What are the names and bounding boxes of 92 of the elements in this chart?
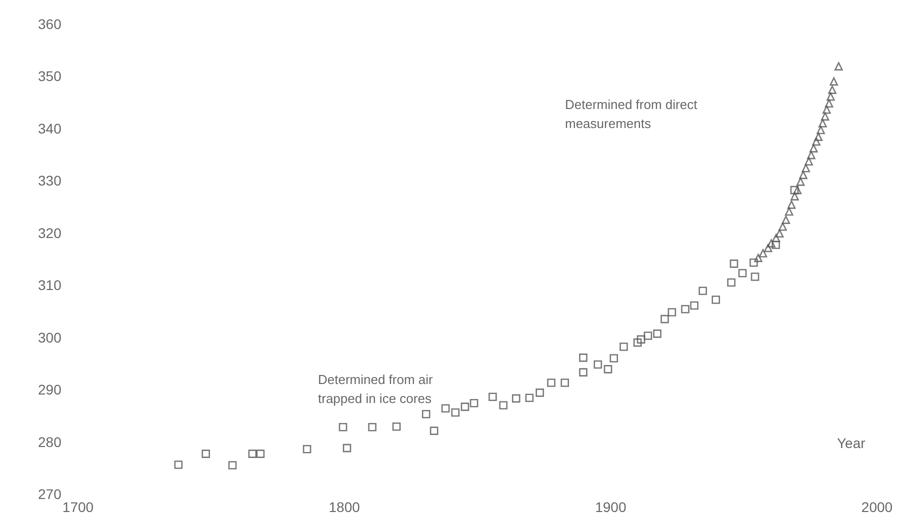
point <box>302 444 312 454</box>
point <box>712 296 720 304</box>
point <box>690 301 698 310</box>
y-tick-label: 320 <box>38 224 62 241</box>
point <box>796 178 805 186</box>
point <box>772 234 780 242</box>
y-tick-label: 360 <box>38 16 62 32</box>
y-tick-label: 300 <box>38 329 62 346</box>
point <box>451 408 460 417</box>
point <box>814 132 823 141</box>
x-tick-label: 2000 <box>861 499 893 515</box>
point <box>604 365 612 374</box>
point <box>799 170 808 180</box>
point <box>430 426 438 435</box>
point <box>422 410 430 418</box>
point <box>620 342 628 351</box>
point <box>174 460 183 469</box>
annotation: Determined from direct measurements <box>565 97 698 131</box>
point <box>653 330 662 338</box>
point <box>750 272 760 281</box>
point <box>830 77 838 86</box>
point <box>775 229 784 238</box>
point <box>660 314 669 324</box>
y-tick-label: 270 <box>38 486 62 502</box>
point <box>470 398 478 408</box>
point <box>802 164 810 172</box>
point <box>727 278 736 287</box>
point <box>784 207 794 216</box>
point <box>767 239 776 248</box>
point <box>812 137 820 146</box>
point <box>342 444 352 452</box>
y-tick-label: 280 <box>38 434 62 450</box>
point <box>512 394 520 403</box>
y-tick-label: 310 <box>38 277 62 294</box>
point <box>228 461 237 470</box>
y-tick-label: 290 <box>38 382 62 398</box>
y-tick-label: 330 <box>38 172 62 189</box>
point <box>636 335 646 344</box>
y-tick-label: 340 <box>38 120 62 136</box>
point <box>782 216 790 224</box>
point <box>536 388 544 397</box>
point <box>248 450 257 458</box>
point <box>820 112 830 121</box>
point <box>758 249 768 258</box>
point <box>681 304 690 314</box>
point <box>547 378 556 387</box>
point <box>807 150 816 160</box>
x-tick-label: 1800 <box>328 499 360 515</box>
point <box>764 244 772 252</box>
x-axis-title: Year <box>837 435 866 451</box>
point <box>633 338 642 347</box>
point <box>392 422 401 431</box>
point <box>816 126 825 134</box>
point <box>610 354 618 362</box>
point <box>579 354 588 362</box>
point <box>644 332 652 340</box>
point <box>804 157 813 166</box>
point <box>594 360 602 369</box>
point <box>202 450 210 458</box>
point <box>824 99 834 108</box>
point <box>822 105 831 114</box>
point <box>754 254 762 262</box>
annotation: Determined from air trapped in ice cores <box>318 372 434 406</box>
point <box>668 308 676 316</box>
point <box>441 404 450 413</box>
x-tick-label: 1900 <box>595 499 626 515</box>
y-tick-label: 350 <box>38 68 62 84</box>
point <box>790 192 799 200</box>
point <box>826 92 835 101</box>
point <box>834 62 843 70</box>
point <box>525 394 534 402</box>
x-tick-label: 1700 <box>62 499 94 515</box>
point <box>828 86 836 94</box>
point <box>499 401 508 410</box>
point <box>579 368 588 376</box>
point <box>793 186 802 194</box>
point <box>256 450 265 458</box>
point <box>750 258 758 267</box>
point <box>790 186 799 194</box>
point <box>818 119 827 128</box>
point <box>730 260 738 268</box>
point <box>787 200 796 209</box>
point <box>488 392 497 402</box>
point <box>460 402 470 411</box>
point <box>738 268 747 278</box>
point <box>338 423 348 432</box>
point <box>698 286 707 296</box>
point <box>772 240 780 250</box>
point <box>809 144 818 152</box>
point <box>778 222 787 231</box>
point <box>560 378 570 387</box>
point <box>368 423 376 432</box>
